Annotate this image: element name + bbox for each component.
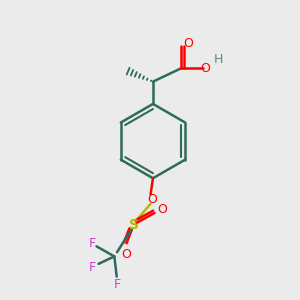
Text: O: O bbox=[183, 37, 193, 50]
Text: O: O bbox=[201, 62, 211, 75]
Text: O: O bbox=[121, 248, 131, 260]
Text: S: S bbox=[129, 218, 139, 232]
Text: F: F bbox=[88, 236, 96, 250]
Text: O: O bbox=[147, 193, 157, 206]
Text: F: F bbox=[88, 261, 96, 274]
Text: O: O bbox=[157, 203, 167, 216]
Text: F: F bbox=[114, 278, 121, 291]
Text: H: H bbox=[213, 53, 223, 66]
